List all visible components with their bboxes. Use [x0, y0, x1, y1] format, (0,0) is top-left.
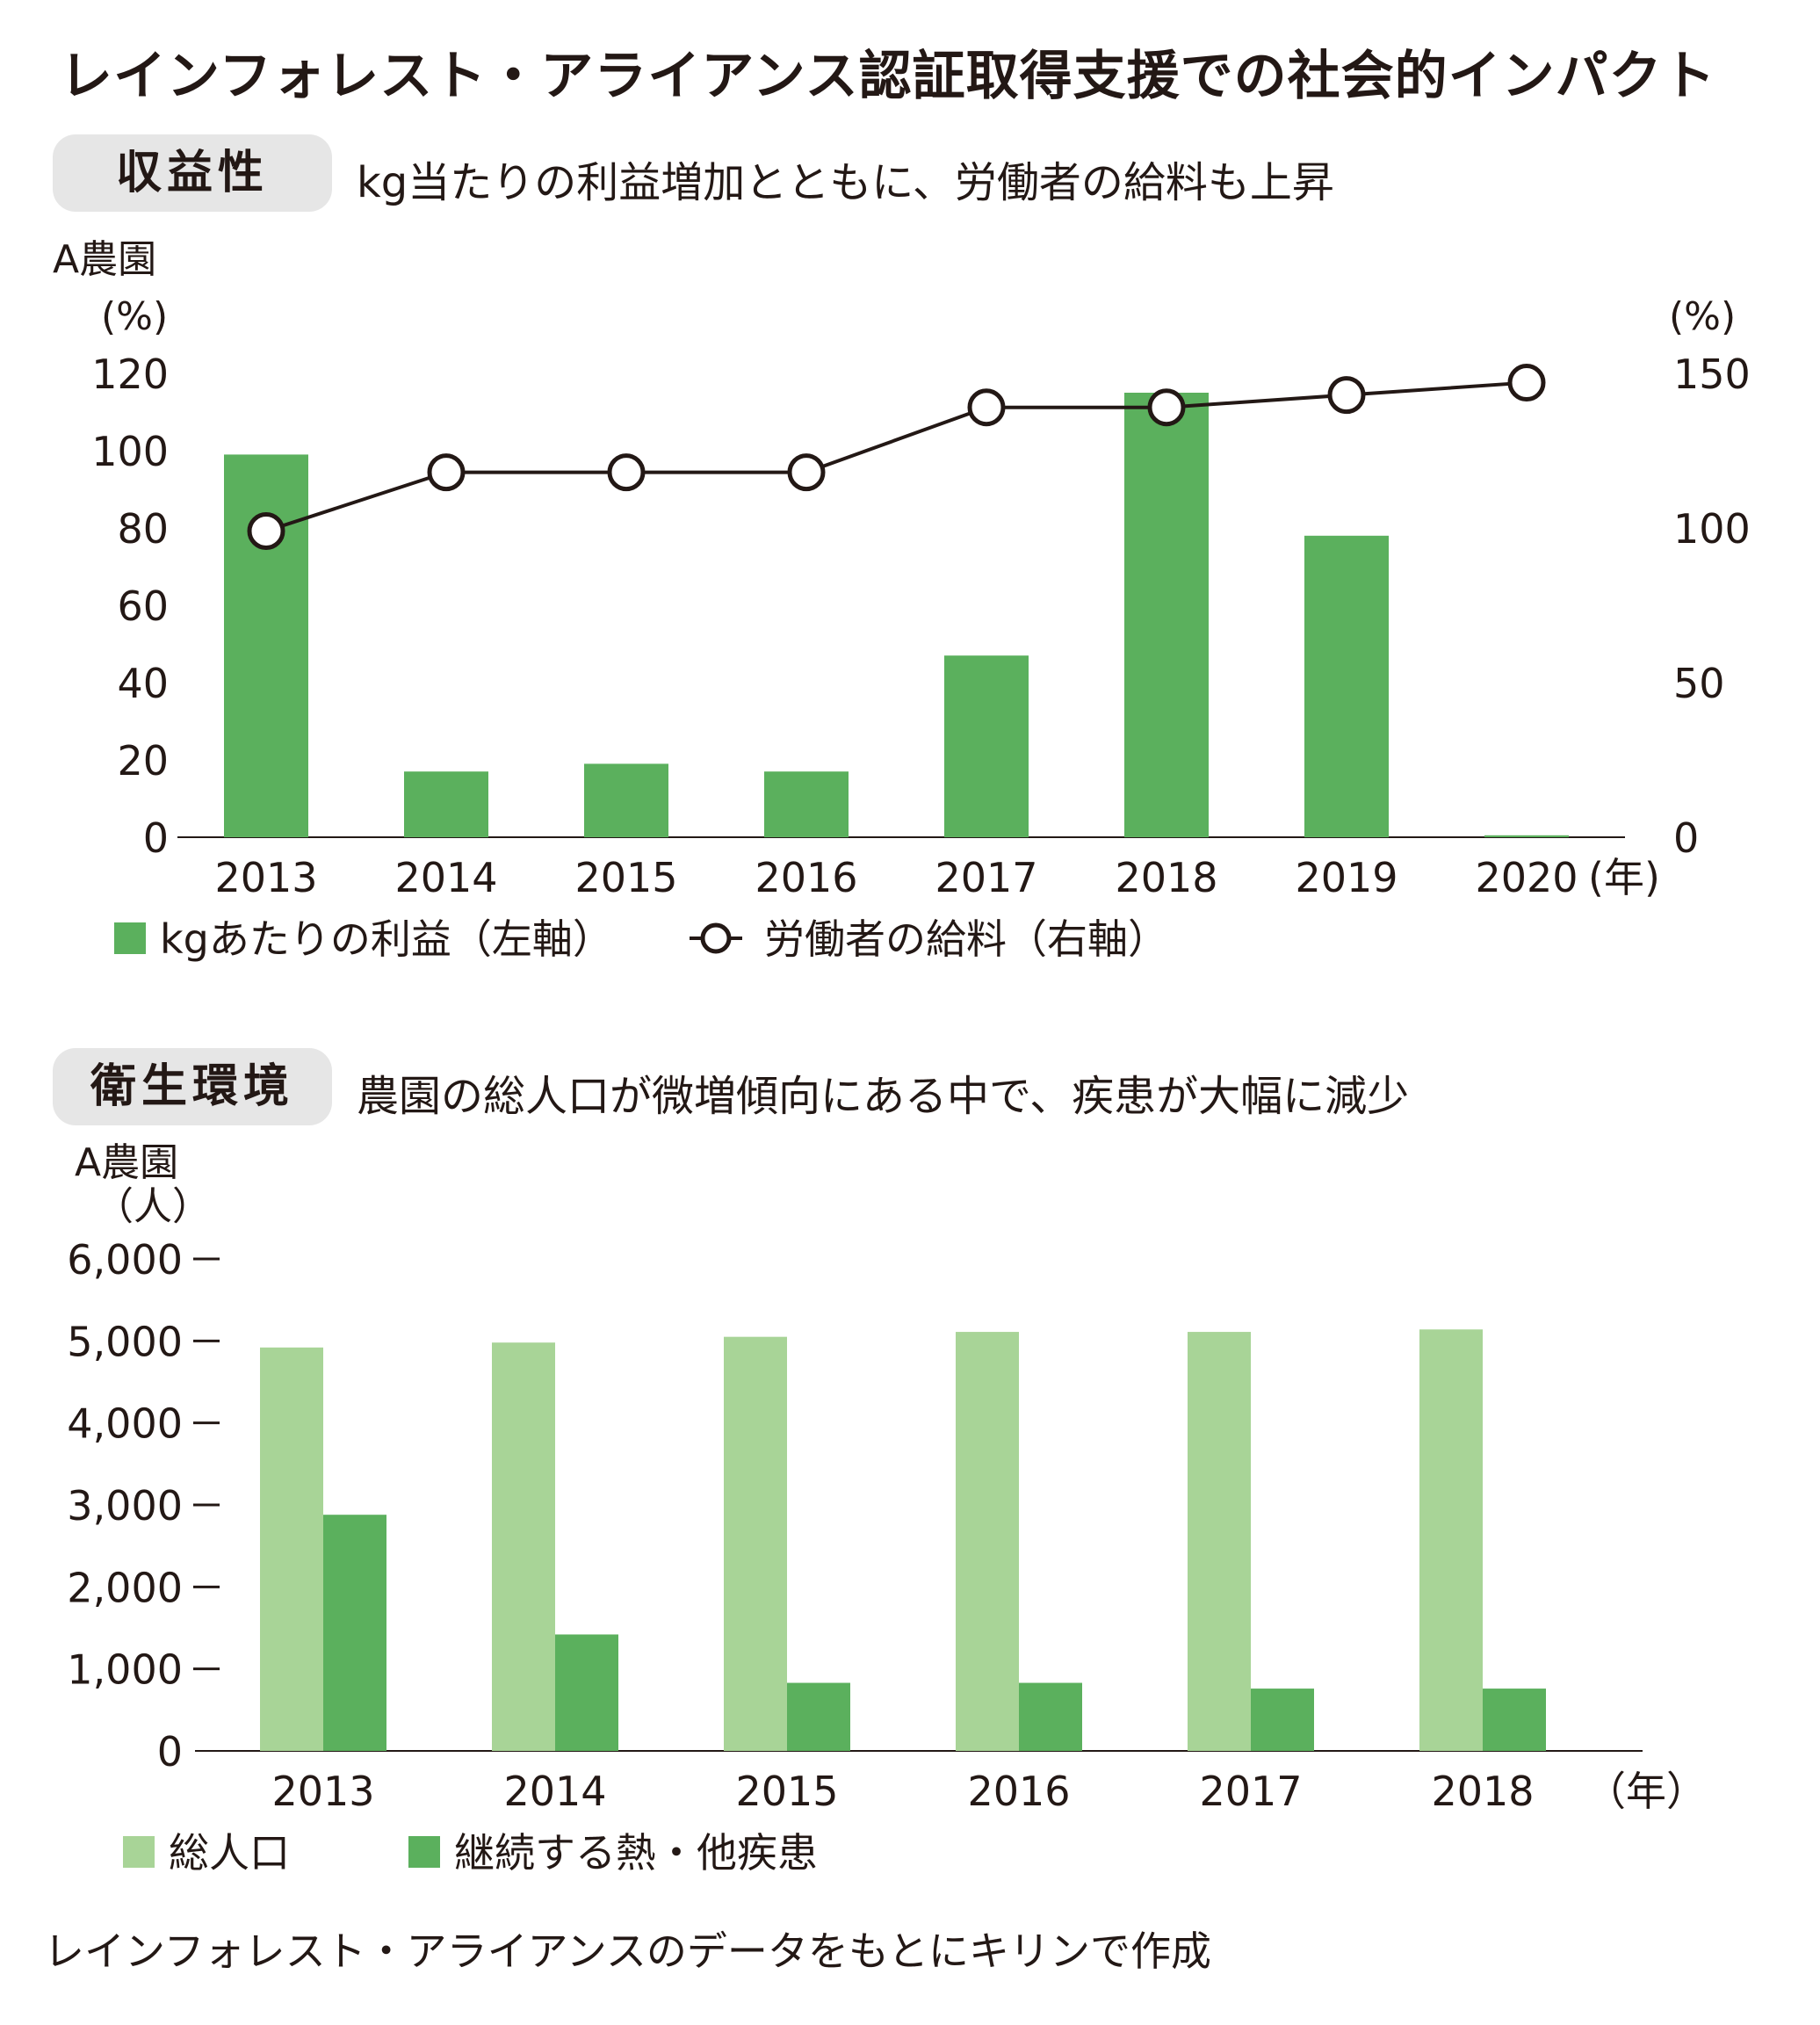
legend-profit-label: kgあたりの利益（左軸）: [160, 915, 613, 963]
y-tick-label: 4,000: [67, 1400, 183, 1448]
left-tick-label: 0: [143, 814, 169, 862]
x-tick-label: 2015: [574, 854, 677, 901]
population-bar: [1419, 1329, 1483, 1751]
x-axis-unit: （年）: [1585, 1768, 1707, 1815]
right-tick-label: 150: [1673, 351, 1751, 398]
x-tick-label: 2013: [271, 1768, 374, 1815]
population-bar: [260, 1347, 323, 1751]
wage-point: [967, 388, 1006, 427]
legend-wage-label: 労働者の給料（右軸）: [764, 915, 1168, 963]
wage-point: [427, 453, 466, 492]
wage-point: [787, 453, 826, 492]
left-tick-label: 40: [117, 660, 169, 707]
right-axis-unit: (%): [1669, 294, 1736, 339]
section-tag-profitability: 収益性: [53, 134, 332, 212]
disease-bar: [1483, 1689, 1546, 1751]
y-tick-label: 6,000: [67, 1236, 183, 1284]
x-tick-label: 2014: [503, 1768, 606, 1815]
y-tick-label: 1,000: [67, 1646, 183, 1694]
section-subtitle-profitability: kg当たりの利益増加とともに、労働者の給料も上昇: [357, 158, 1334, 207]
x-tick-label: 2018: [1115, 854, 1217, 901]
x-tick-label: 2017: [1199, 1768, 1302, 1815]
left-tick-label: 120: [91, 351, 169, 398]
profit-bar: [1124, 393, 1209, 837]
disease-bar: [787, 1682, 850, 1751]
x-tick-label: 2015: [735, 1768, 838, 1815]
y-tick-label: 0: [157, 1728, 183, 1775]
wage-point: [1327, 376, 1366, 415]
section-tag-hygiene: 衛生環境: [53, 1048, 332, 1125]
wage-line: [265, 380, 1528, 533]
wage-point: [1507, 364, 1546, 402]
section-subtitle-hygiene: 農園の総人口が微増傾向にある中で、疾患が大幅に減少: [357, 1072, 1410, 1121]
legend-population-label: 総人口: [169, 1829, 290, 1877]
right-tick-label: 100: [1673, 505, 1751, 553]
legend-population-swatch: [123, 1836, 155, 1868]
population-disease-chart: A農園（人） 0 1,000 2,000 3,000 4,000 5,000 6,000 201…: [67, 1140, 1707, 1877]
profit-bar: [764, 771, 849, 837]
left-tick-label: 60: [117, 582, 169, 630]
left-tick-label: 80: [117, 505, 169, 553]
y-axis-unit: （人）: [95, 1184, 211, 1229]
disease-bar: [1251, 1689, 1314, 1751]
profit-bar: [404, 771, 488, 837]
x-tick-label: 2013: [214, 854, 317, 901]
profit-bar: [1484, 835, 1569, 837]
population-bar: [956, 1332, 1019, 1751]
x-axis-unit: (年): [1588, 854, 1660, 901]
legend-disease-swatch: [408, 1836, 440, 1868]
y-tick-label: 3,000: [67, 1482, 183, 1530]
profit-wage-chart: A農園 (%) (%) 0 20 40 60 80 100 120 0 50 100 150 2013 201…: [53, 237, 1751, 963]
profit-bar: [224, 454, 308, 837]
disease-bar: [1019, 1682, 1082, 1751]
profit-bar: [1304, 535, 1389, 837]
left-axis-unit: (%): [101, 294, 168, 339]
y-tick-label: 5,000: [67, 1318, 183, 1365]
wage-point: [607, 453, 646, 492]
x-tick-label: 2019: [1295, 854, 1398, 901]
x-tick-label: 2014: [394, 854, 497, 901]
right-tick-label: 50: [1673, 660, 1725, 707]
x-tick-label: 2016: [967, 1768, 1070, 1815]
legend-disease-label: 継続する熱・他疾患: [454, 1829, 818, 1877]
left-tick-label: 100: [91, 428, 169, 475]
right-tick-label: 0: [1673, 814, 1699, 862]
wage-point: [247, 512, 285, 551]
farm-label: A農園: [75, 1140, 178, 1185]
population-bar: [1188, 1332, 1251, 1751]
x-tick-label: 2017: [935, 854, 1037, 901]
profit-bar: [584, 763, 668, 837]
wage-point: [1147, 388, 1186, 427]
chart-title: レインフォレスト・アライアンス認証取得支援での社会的インパクト: [60, 46, 1716, 107]
x-tick-label: 2016: [755, 854, 857, 901]
x-tick-label: 2018: [1431, 1768, 1534, 1815]
population-bar: [492, 1342, 555, 1751]
legend-wage-marker: [700, 922, 732, 954]
x-tick-label: 2020: [1475, 854, 1578, 901]
profit-bar: [944, 655, 1029, 837]
disease-bar: [323, 1515, 386, 1751]
source-note: レインフォレスト・アライアンスのデータをもとにキリンで作成: [44, 1927, 1211, 1975]
legend-profit-swatch: [114, 922, 146, 954]
farm-label: A農園: [53, 237, 156, 282]
population-bar: [724, 1336, 787, 1751]
left-tick-label: 20: [117, 737, 169, 785]
y-tick-label: 2,000: [67, 1564, 183, 1611]
disease-bar: [555, 1634, 618, 1751]
